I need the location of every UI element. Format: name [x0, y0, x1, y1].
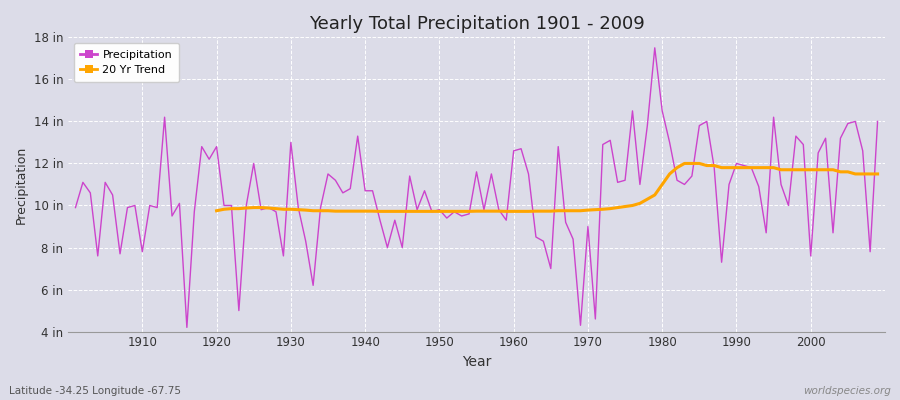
Legend: Precipitation, 20 Yr Trend: Precipitation, 20 Yr Trend [74, 43, 179, 82]
Text: Latitude -34.25 Longitude -67.75: Latitude -34.25 Longitude -67.75 [9, 386, 181, 396]
X-axis label: Year: Year [462, 355, 491, 369]
Y-axis label: Precipitation: Precipitation [15, 145, 28, 224]
Title: Yearly Total Precipitation 1901 - 2009: Yearly Total Precipitation 1901 - 2009 [309, 15, 644, 33]
Text: worldspecies.org: worldspecies.org [803, 386, 891, 396]
